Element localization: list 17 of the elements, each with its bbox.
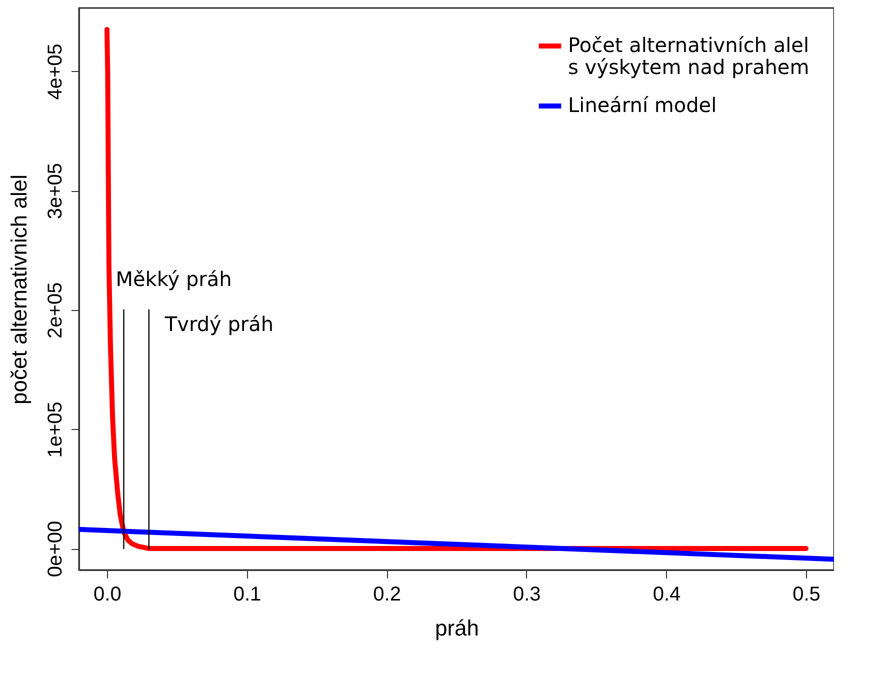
y-tick-label: 2e+05 (44, 282, 66, 338)
x-tick-label: 0.2 (373, 584, 401, 606)
annotation: Tvrdý práh (164, 312, 274, 336)
legend-label: Lineární model (568, 93, 717, 117)
x-axis-title: práh (434, 616, 480, 640)
x-tick-label: 0.0 (94, 584, 122, 606)
x-tick-label: 0.5 (792, 584, 820, 606)
x-tick-label: 0.1 (233, 584, 262, 606)
x-tick-label: 0.4 (652, 584, 681, 606)
x-tick-label: 0.3 (513, 584, 541, 606)
annotation: Měkký práh (116, 266, 232, 291)
y-tick-label: 4e+05 (44, 44, 66, 100)
y-axis-title: počet alternativnich alel (6, 174, 32, 404)
y-tick-label: 3e+05 (44, 162, 66, 220)
legend-label: Počet alternativních alel s výskytem nad prahem (568, 33, 810, 79)
y-tick-label: 1e+05 (44, 402, 66, 458)
y-tick-label: 0e+00 (44, 520, 66, 578)
